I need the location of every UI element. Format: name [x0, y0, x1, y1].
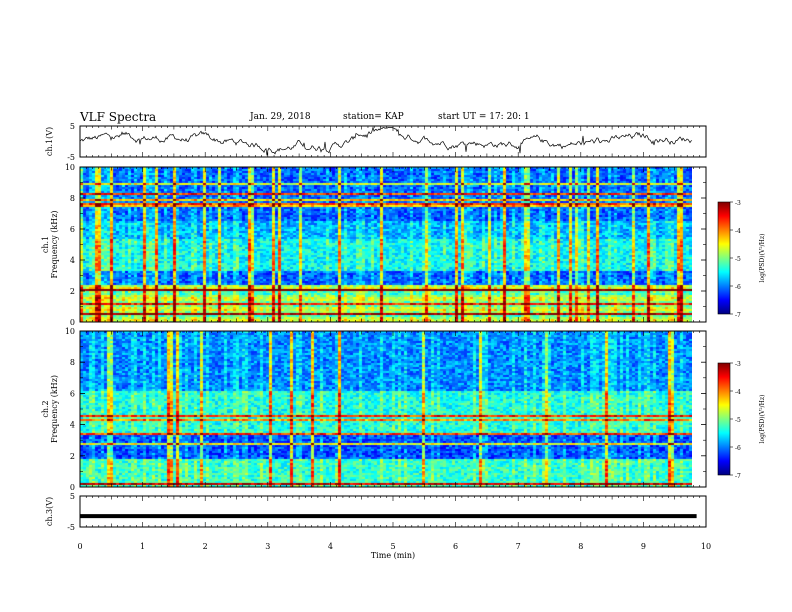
x-tick-label: 10 — [701, 542, 711, 551]
y-tick-label: 0 — [70, 318, 75, 327]
y-tick-label: 4 — [70, 256, 75, 265]
y-axis-label: ch.1 — [41, 236, 50, 253]
x-tick-label: 2 — [203, 542, 208, 551]
date-label: Jan. 29, 2018 — [250, 112, 311, 122]
x-axis-label: Time (min) — [371, 551, 415, 560]
y-tick-label: 2 — [70, 452, 75, 461]
y-axis-label: Frequency (kHz) — [50, 210, 59, 278]
y-tick-label: 8 — [70, 194, 75, 203]
y-tick-label: 6 — [70, 225, 75, 234]
ch3-waveform-panel: 5 -5 ch.3(V) — [45, 492, 707, 532]
y-tick-label: 4 — [70, 421, 75, 430]
ch1-waveform-panel: 5 -5 ch.1(V) — [45, 122, 707, 162]
x-tick-label: 0 — [77, 542, 82, 551]
x-tick-label: 8 — [578, 542, 583, 551]
colorbar-tick-label: -4 — [735, 389, 741, 396]
ch1-spectrogram-panel: 0 2 4 6 8 10 ch.1 Frequency (kHz) — [41, 163, 707, 327]
colorbar-tick-label: -7 — [735, 312, 741, 319]
y-axis-label: ch.1(V) — [45, 127, 54, 156]
x-tick-label: 6 — [453, 542, 458, 551]
ch2-colorbar: -3 -4 -5 -6 -7 log(PSD)(V²/Hz) — [717, 361, 766, 480]
colorbar-tick-label: -6 — [735, 445, 741, 452]
y-tick-label: 0 — [70, 483, 75, 492]
x-tick-label: 3 — [265, 542, 270, 551]
ch1-colorbar: -3 -4 -5 -6 -7 log(PSD)(V²/Hz) — [717, 200, 766, 319]
x-tick-label: 9 — [641, 542, 646, 551]
time-axis: 0 1 2 3 4 5 6 7 8 9 10 Time (min) — [77, 542, 711, 560]
x-tick-label: 4 — [328, 542, 333, 551]
ch2-spectrogram-panel: 0 2 4 6 8 10 ch.2 Frequency (kHz) — [41, 327, 707, 492]
colorbar-tick-label: -6 — [735, 284, 741, 291]
y-tick-label: 10 — [65, 163, 75, 172]
x-tick-label: 1 — [140, 542, 145, 551]
y-tick-label: -5 — [67, 153, 75, 162]
y-tick-label: 5 — [70, 122, 75, 131]
colorbar-tick-label: -7 — [735, 473, 741, 480]
y-axis-label: ch.3(V) — [45, 497, 54, 526]
start-time-label: start UT = 17: 20: 1 — [438, 112, 530, 122]
y-axis-label: ch.2 — [41, 400, 50, 417]
colorbar-scale — [717, 201, 731, 315]
ch1-waveform-line — [79, 126, 693, 156]
colorbar-tick-label: -5 — [735, 256, 741, 263]
station-label: station= KAP — [343, 112, 404, 122]
y-tick-label: 5 — [70, 492, 75, 501]
colorbar-label: log(PSD)(V²/Hz) — [759, 234, 766, 283]
colorbar-tick-label: -5 — [735, 417, 741, 424]
spectrogram-image — [80, 331, 692, 487]
y-axis-label: Frequency (kHz) — [50, 375, 59, 443]
colorbar-tick-label: -3 — [735, 200, 741, 207]
y-tick-label: 8 — [70, 358, 75, 367]
spectrogram-image — [80, 167, 692, 322]
chart-title: VLF Spectra — [80, 110, 157, 124]
colorbar-tick-label: -4 — [735, 228, 741, 235]
y-tick-label: -5 — [67, 523, 75, 532]
colorbar-tick-label: -3 — [735, 361, 741, 368]
x-tick-label: 7 — [516, 542, 521, 551]
y-tick-label: 2 — [70, 287, 75, 296]
colorbar-label: log(PSD)(V²/Hz) — [759, 395, 766, 444]
colorbar-scale — [717, 362, 731, 476]
y-tick-label: 10 — [65, 327, 75, 336]
y-tick-label: 6 — [70, 389, 75, 398]
x-tick-label: 5 — [390, 542, 395, 551]
